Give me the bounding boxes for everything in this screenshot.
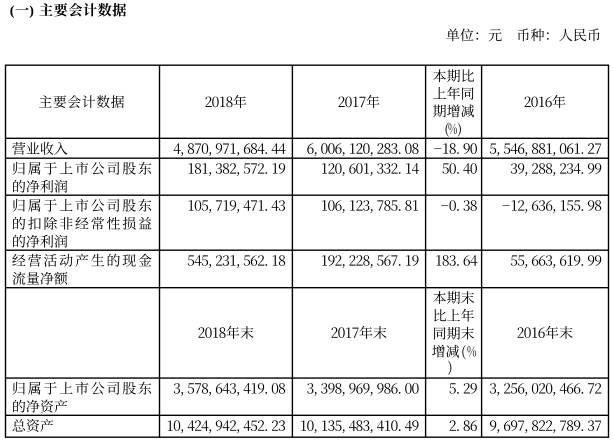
svg-text:): ) [29, 4, 34, 19]
svg-text:(: ( [10, 4, 15, 19]
